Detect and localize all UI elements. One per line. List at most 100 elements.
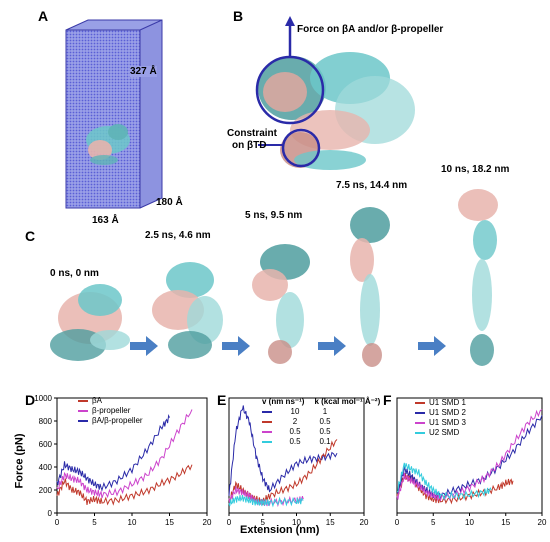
- legend-swatch: [262, 421, 272, 423]
- panel-letter-d: D: [25, 392, 36, 408]
- legend-e-v: 0.5: [289, 437, 301, 446]
- frame-2-structure: [252, 244, 310, 364]
- legend-item: U2 SMD: [415, 428, 466, 438]
- series-line-F-1: [396, 415, 543, 500]
- legend-item: U1 SMD 2: [415, 408, 466, 418]
- series-line-D-1: [56, 409, 193, 499]
- frame-label-4: 10 ns, 18.2 nm: [441, 164, 510, 175]
- series-line-D-0: [56, 464, 193, 506]
- legend-item: βA/β-propeller: [78, 416, 143, 426]
- legend-swatch: [415, 402, 425, 404]
- legend-d: βA β-propeller βA/β-propeller: [78, 396, 143, 426]
- x-tick-label-D-15: 15: [165, 518, 174, 527]
- x-tick-label-E-20: 20: [360, 518, 369, 527]
- legend-e-row: 0.5 0.1: [262, 437, 380, 447]
- frame-label-0: 0 ns, 0 nm: [50, 268, 99, 279]
- arrow-icon-2: [222, 336, 250, 356]
- frame-arrows: [130, 336, 446, 356]
- y-tick-label-D-0: 0: [48, 509, 53, 518]
- x-tick-label-F-5: 5: [431, 518, 436, 527]
- series-line-E-0: [228, 405, 338, 496]
- legend-item: U1 SMD 1: [415, 398, 466, 408]
- legend-swatch: [262, 431, 272, 433]
- x-tick-label-E-15: 15: [326, 518, 335, 527]
- protein-in-box: [86, 124, 130, 165]
- legend-e-k: 1: [322, 407, 328, 416]
- legend-e-header-k: k (kcal mol⁻¹ Å⁻²): [314, 397, 381, 406]
- frame-label-3: 7.5 ns, 14.4 nm: [336, 180, 408, 191]
- x-tick-label-F-0: 0: [395, 518, 400, 527]
- x-tick-label-F-10: 10: [465, 518, 474, 527]
- x-tick-label-E-5: 5: [261, 518, 266, 527]
- legend-swatch: [415, 422, 425, 424]
- x-tick-label-E-10: 10: [292, 518, 301, 527]
- legend-swatch: [415, 432, 425, 434]
- legend-e-row: 2 0.5: [262, 417, 380, 427]
- x-tick-label-D-5: 5: [92, 518, 97, 527]
- panel-b-protein: [258, 52, 415, 170]
- frame-4-structure: [458, 189, 498, 366]
- legend-e-k: 0.1: [319, 437, 331, 446]
- legend-e-k: 0.5: [319, 427, 331, 436]
- frame-label-1: 2.5 ns, 4.6 nm: [145, 230, 211, 241]
- legend-e-row: 10 1: [262, 407, 380, 417]
- force-arrow-icon: [285, 16, 295, 26]
- constraint-label-2: on βTD: [232, 140, 267, 151]
- y-tick-label-D-1000: 1000: [34, 394, 52, 403]
- panel-letter-f: F: [383, 392, 392, 408]
- constraint-label-1: Constraint: [227, 128, 277, 139]
- legend-item: βA: [78, 396, 143, 406]
- legend-f: U1 SMD 1 U1 SMD 2 U1 SMD 3 U2 SMD: [415, 398, 466, 438]
- y-tick-label-D-200: 200: [39, 486, 53, 495]
- legend-label: U1 SMD 3: [429, 418, 466, 427]
- legend-e-k: 0.5: [319, 417, 331, 426]
- panel-letter-e: E: [217, 392, 227, 408]
- constraint-circle: [281, 128, 321, 168]
- legend-swatch: [415, 412, 425, 414]
- arrow-icon-4: [418, 336, 446, 356]
- legend-e-row: 0.5 0.5: [262, 427, 380, 437]
- panel-letter-c: C: [25, 228, 36, 244]
- y-tick-label-D-800: 800: [39, 417, 53, 426]
- frame-3-structure: [350, 207, 390, 367]
- x-tick-label-D-0: 0: [55, 518, 60, 527]
- legend-e: v (nm ns⁻¹) k (kcal mol⁻¹ Å⁻²) 10 1 2 0.5 0.5 0…: [262, 397, 380, 447]
- legend-swatch: [78, 400, 88, 402]
- arrow-icon-1: [130, 336, 158, 356]
- force-label: Force on βA and/or β-propeller: [297, 24, 444, 35]
- y-tick-label-D-600: 600: [39, 440, 53, 449]
- series-line-E-3: [228, 494, 304, 508]
- series-line-E-1: [228, 439, 338, 505]
- legend-item: β-propeller: [78, 406, 143, 416]
- frame-1-structure: [152, 262, 223, 359]
- series-line-F-0: [396, 473, 514, 505]
- frame-0-structure: [50, 284, 130, 361]
- legend-label: U1 SMD 2: [429, 408, 466, 417]
- y-tick-label-D-400: 400: [39, 463, 53, 472]
- panel-letter-a: A: [38, 8, 49, 24]
- x-tick-label-F-15: 15: [501, 518, 510, 527]
- legend-label: U2 SMD: [429, 428, 460, 437]
- box-dim-y: 180 Å: [156, 197, 183, 208]
- x-tick-label-E-0: 0: [227, 518, 232, 527]
- legend-e-v: 0.5: [289, 427, 301, 436]
- frame-label-2: 5 ns, 9.5 nm: [245, 210, 303, 221]
- legend-swatch: [78, 420, 88, 422]
- legend-label: βA: [92, 396, 102, 405]
- legend-swatch: [262, 411, 272, 413]
- x-tick-label-F-20: 20: [538, 518, 547, 527]
- panel-letter-b: B: [233, 8, 244, 24]
- series-line-E-2: [228, 486, 304, 508]
- x-tick-label-D-10: 10: [128, 518, 137, 527]
- x-axis-label: Extension (nm): [240, 524, 320, 536]
- x-tick-label-D-20: 20: [203, 518, 212, 527]
- legend-label: β-propeller: [92, 406, 131, 415]
- arrow-icon-3: [318, 336, 346, 356]
- legend-item: U1 SMD 3: [415, 418, 466, 428]
- box-dim-z: 327 Å: [130, 66, 157, 77]
- legend-e-header: v (nm ns⁻¹) k (kcal mol⁻¹ Å⁻²): [262, 397, 380, 407]
- legend-swatch: [78, 410, 88, 412]
- legend-label: U1 SMD 1: [429, 398, 466, 407]
